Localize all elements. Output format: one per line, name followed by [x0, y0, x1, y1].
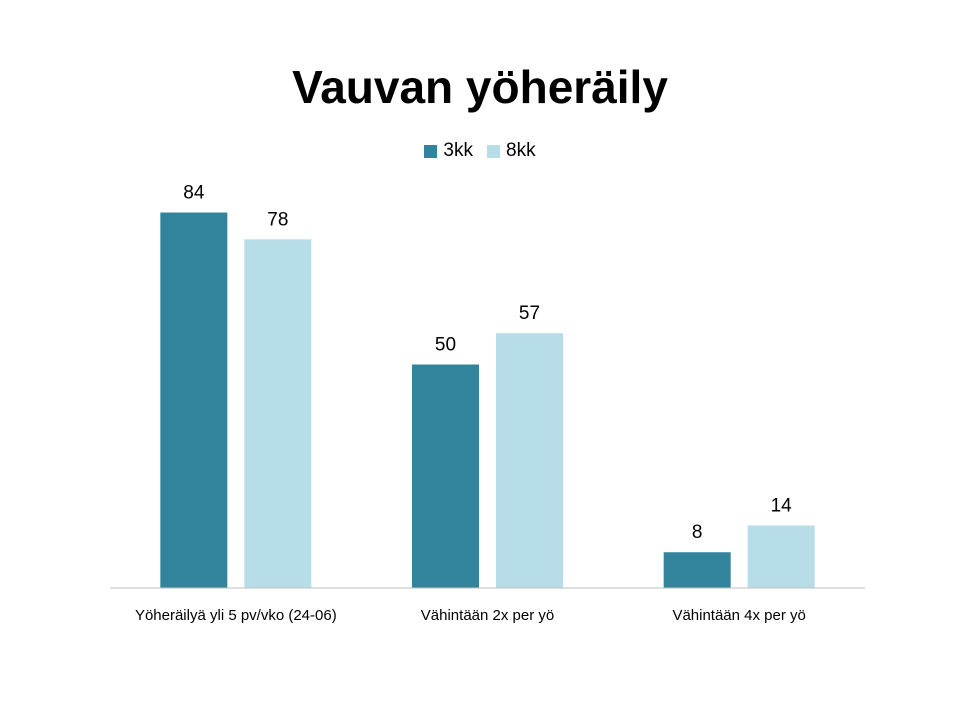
legend-item-3kk: 3kk: [424, 140, 473, 162]
legend-label-8kk: 8kk: [506, 140, 536, 161]
legend-swatch-8kk: [487, 144, 500, 158]
bar-3kk-1: [412, 364, 479, 588]
bar-3kk-2: [663, 552, 731, 588]
data-label-3kk-2: 8: [692, 522, 703, 543]
data-label-8kk-0: 78: [267, 209, 288, 230]
bar-8kk-2: [747, 525, 815, 588]
legend: 3kk 8kk: [0, 140, 960, 162]
legend-item-8kk: 8kk: [487, 140, 536, 162]
data-label-3kk-0: 84: [183, 183, 205, 204]
category-label-0: Yöheräilyä yli 5 pv/vko (24-06): [135, 607, 337, 624]
chart-title: Vauvan yöheräily: [292, 61, 668, 113]
bar-8kk-0: [244, 239, 312, 588]
bar-3kk-0: [160, 212, 228, 588]
data-label-8kk-1: 57: [519, 303, 540, 324]
data-label-8kk-2: 14: [771, 495, 793, 516]
bar-8kk-1: [496, 333, 563, 588]
category-label-2: Vähintään 4x per yö: [672, 607, 805, 624]
legend-swatch-3kk: [424, 144, 438, 158]
category-label-1: Vähintään 2x per yö: [421, 607, 554, 624]
legend-label-3kk: 3kk: [443, 140, 473, 161]
data-label-3kk-1: 50: [435, 335, 456, 356]
